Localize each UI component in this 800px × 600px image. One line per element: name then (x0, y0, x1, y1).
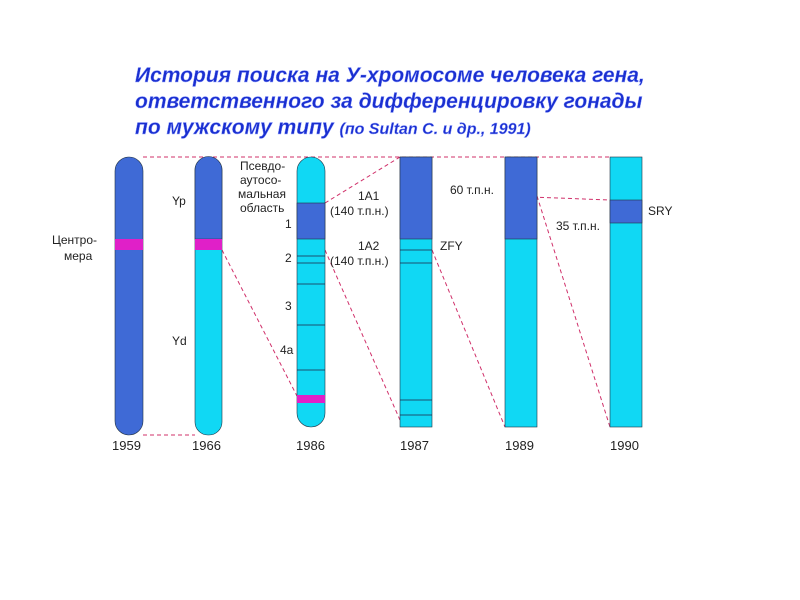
year-label: 1989 (505, 438, 534, 453)
label: (140 т.п.н.) (330, 254, 389, 268)
chromosome-1987 (399, 156, 433, 428)
year-label: 1987 (400, 438, 429, 453)
label: 1A2 (358, 239, 380, 253)
title-line: по мужскому типу (по Sultan C. и др., 19… (135, 116, 531, 139)
chromosome-1966 (194, 156, 223, 436)
label: область (240, 201, 284, 215)
title-line: ответственного за дифференцировку гонады (135, 90, 643, 113)
label: 1 (285, 217, 292, 231)
label: мера (64, 249, 93, 263)
label: аутосо- (240, 173, 281, 187)
year-label: 1966 (192, 438, 221, 453)
year-label: 1990 (610, 438, 639, 453)
label: 1A1 (358, 189, 380, 203)
title-line: История поиска на У-хромосоме человека г… (135, 64, 645, 87)
label: 4a (280, 343, 294, 357)
label: Псевдо- (240, 159, 285, 173)
label: мальная (238, 187, 286, 201)
label: ZFY (440, 239, 463, 253)
chromosome-1986 (296, 156, 326, 428)
chromosome-1959 (114, 156, 144, 436)
chromosome-1989 (504, 156, 538, 428)
year-label: 1986 (296, 438, 325, 453)
label: Центро- (52, 233, 97, 247)
label: Yd (172, 334, 187, 348)
label: SRY (648, 204, 672, 218)
chromosome-1990 (609, 156, 643, 428)
label: 35 т.п.н. (556, 219, 600, 233)
years: 1959 1966 1986 1987 1989 1990 (112, 438, 639, 453)
label: Yp (172, 194, 186, 208)
connectors (143, 156, 611, 436)
year-label: 1959 (112, 438, 141, 453)
label: 60 т.п.н. (450, 183, 494, 197)
labels: Центро- мера Yp Yd Псевдо- аутосо- мальн… (52, 159, 672, 357)
label: (140 т.п.н.) (330, 204, 389, 218)
label: 3 (285, 299, 292, 313)
label: 2 (285, 251, 292, 265)
